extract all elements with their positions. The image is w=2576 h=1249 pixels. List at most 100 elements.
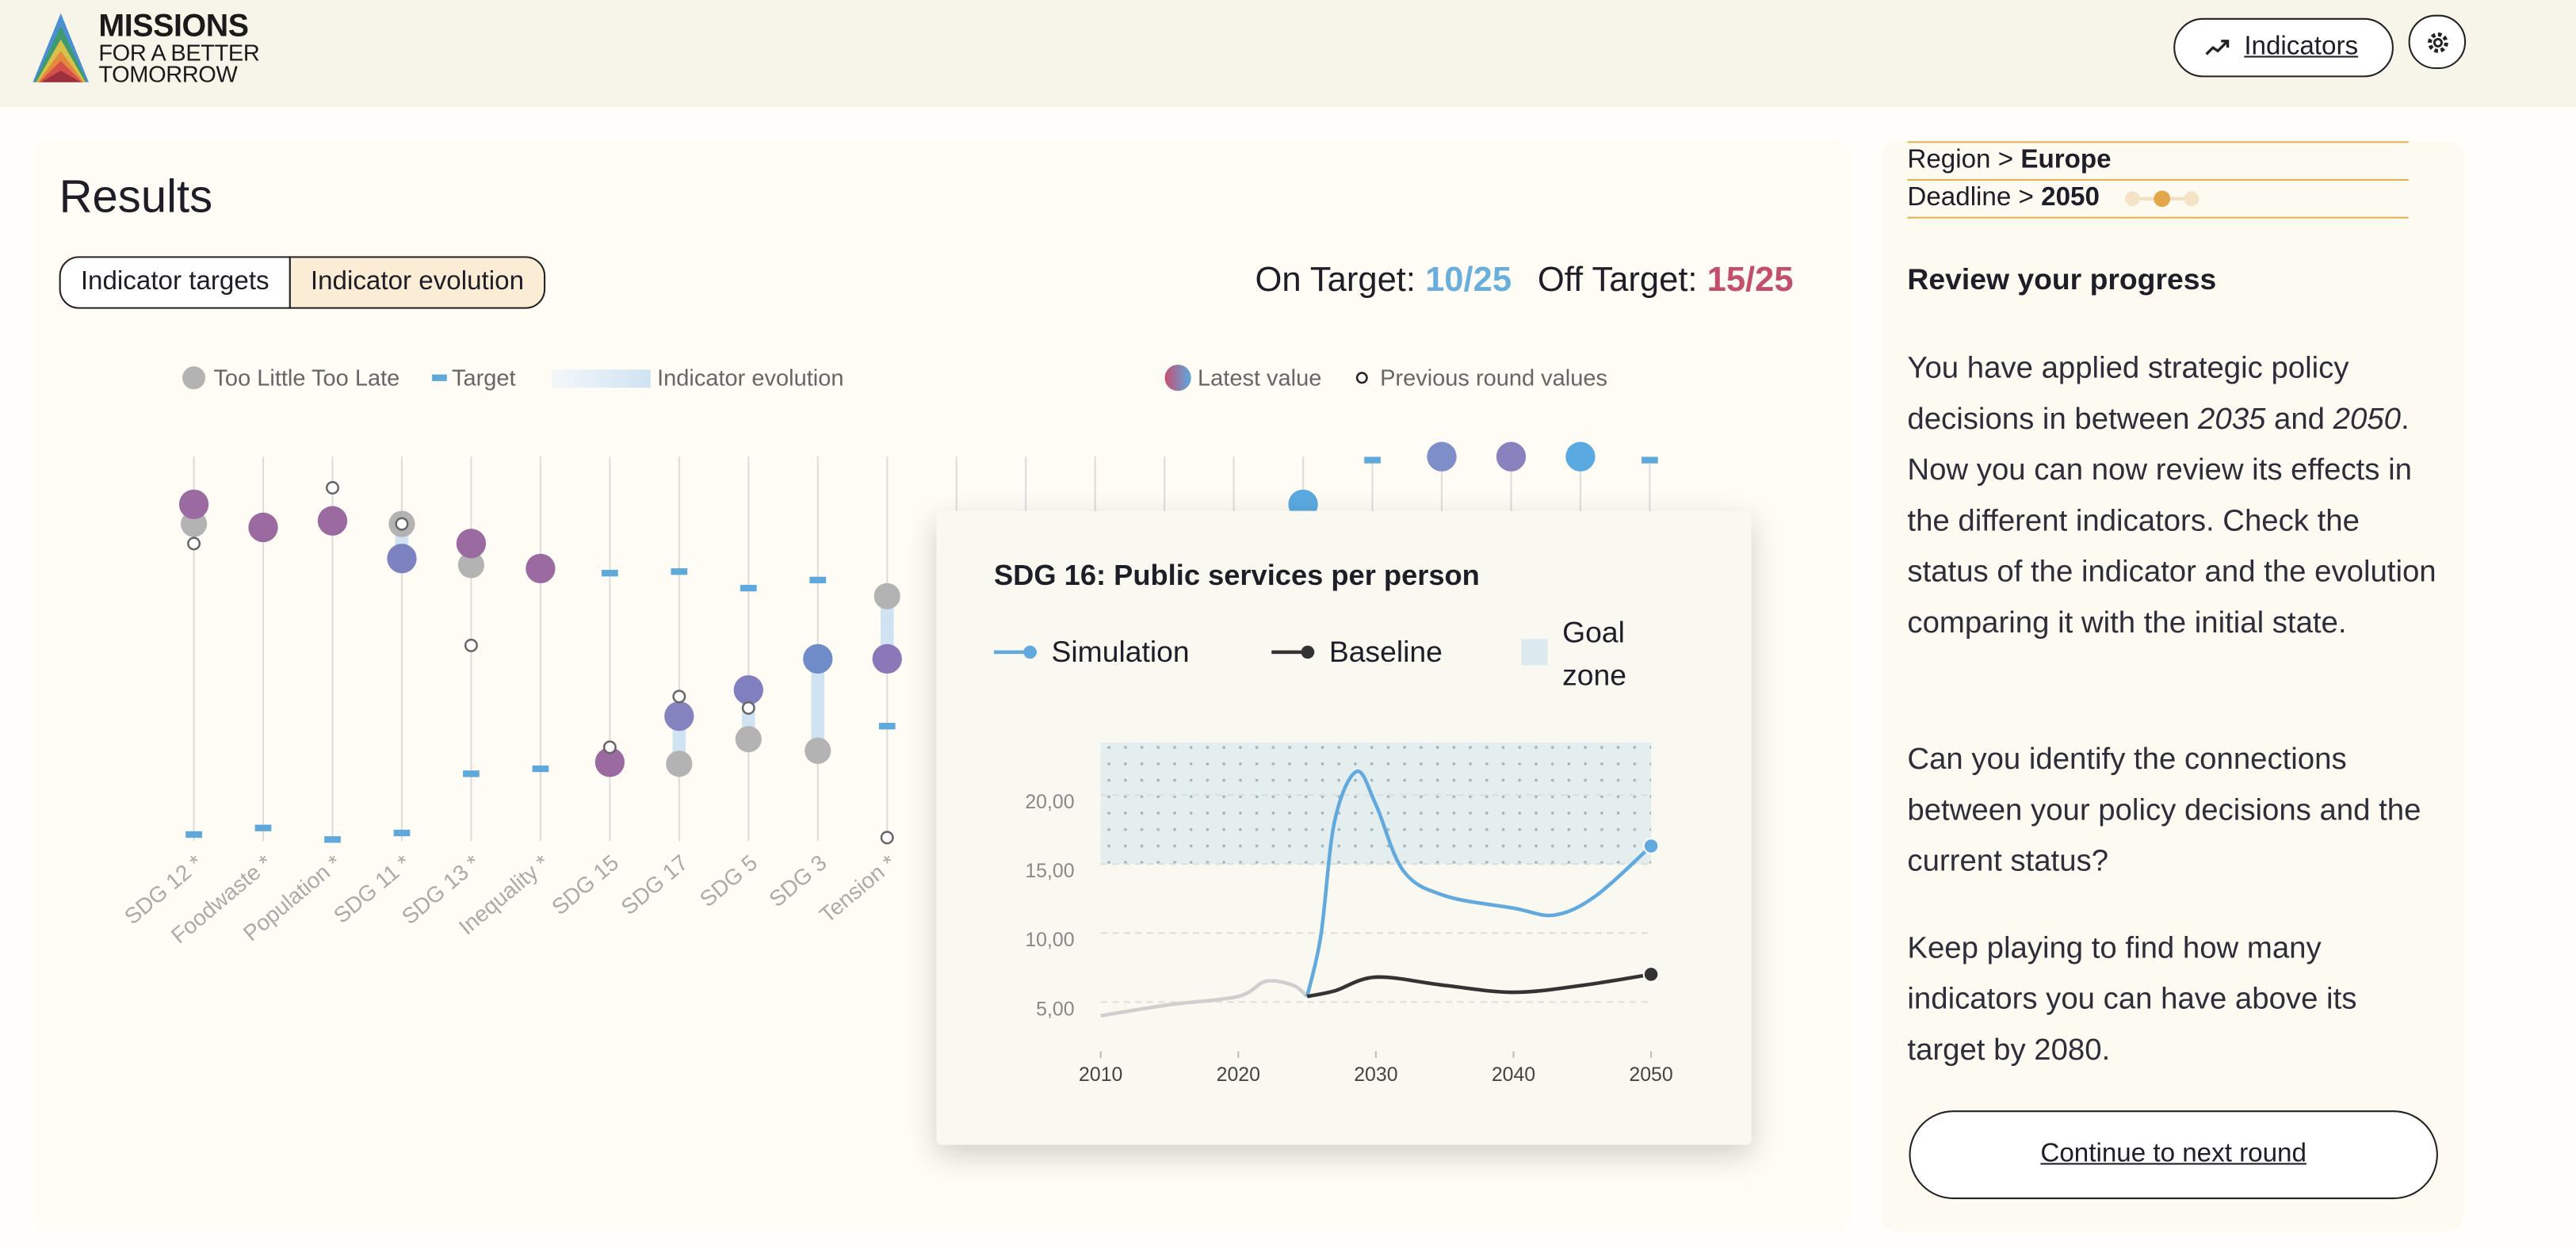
x-tick-label: 2030 — [1354, 1064, 1397, 1086]
previous-value — [395, 517, 409, 531]
settings-button[interactable] — [2408, 14, 2467, 70]
previous-value — [741, 701, 755, 715]
latest-value — [664, 701, 694, 731]
target — [1642, 456, 1658, 464]
brand-line: MISSIONS — [98, 10, 249, 44]
latest-value — [526, 553, 556, 584]
legend-swatch — [1521, 639, 1548, 666]
latest-value — [872, 644, 902, 674]
latest-value — [1496, 441, 1527, 472]
sidebar — [1881, 141, 2465, 1232]
target — [878, 723, 896, 730]
series-line — [1100, 979, 1309, 1018]
paragraph: You have applied strategic policy decisi… — [1907, 342, 2441, 647]
end-point — [1642, 838, 1660, 854]
x-tick-label: 2050 — [1629, 1064, 1672, 1086]
legend-label: Previous round values — [1380, 365, 1607, 391]
separator — [1907, 178, 2409, 181]
off-target-label: Off Target: — [1537, 261, 1698, 300]
x-tick-label: Tension * — [815, 850, 900, 928]
logo — [32, 13, 89, 82]
deadline-slider[interactable] — [2119, 187, 2205, 210]
series-line — [1306, 972, 1652, 999]
end-point — [1642, 966, 1660, 983]
y-tick-label: 20,00 — [1025, 791, 1074, 813]
legend-label: Target — [452, 365, 516, 391]
target — [1364, 456, 1381, 464]
target — [393, 829, 411, 837]
paragraph: Can you identify the connections between… — [1907, 740, 2421, 877]
legend-swatch — [1164, 365, 1191, 392]
results-title: Results — [59, 170, 213, 222]
text: and — [2265, 400, 2333, 436]
x-tick-label: SDG 15 — [547, 850, 623, 920]
on-target-label: On Target: — [1255, 261, 1416, 300]
y-tick-label: 10,00 — [1025, 929, 1074, 951]
text: 2050 — [2333, 400, 2401, 436]
indicators-button[interactable]: Indicators — [2173, 17, 2394, 78]
target — [532, 765, 549, 773]
target — [809, 576, 827, 584]
x-tick-label: 2040 — [1492, 1064, 1535, 1086]
legend-label: Latest value — [1198, 365, 1321, 391]
target — [463, 770, 480, 777]
y-tick-label: 5,00 — [1036, 998, 1074, 1020]
tooltip: SDG 16: Public services per person Goal … — [936, 510, 1752, 1145]
target-summary: On Target: 10/25 Off Target: 15/25 — [1256, 262, 1794, 301]
y-tick-label: 15,00 — [1025, 860, 1074, 882]
legend-swatch — [552, 369, 651, 388]
separator — [1907, 141, 2409, 143]
latest-value — [387, 544, 417, 574]
filter-label: Region > — [1907, 146, 2014, 174]
previous-value — [672, 689, 686, 704]
legend-swatch — [182, 366, 206, 390]
too-little-too-late — [457, 552, 485, 579]
text: . Now you can now review its effects in … — [1907, 400, 2436, 640]
legend-label: Goal zone — [1562, 616, 1627, 692]
x-tick-label: SDG 17 — [617, 850, 693, 920]
latest-value — [733, 674, 763, 705]
target — [324, 836, 341, 843]
legend-swatch — [1355, 372, 1368, 384]
tab-active[interactable]: Indicator evolution — [289, 256, 546, 309]
target — [254, 824, 272, 831]
x-tick-label: 2010 — [1079, 1064, 1122, 1086]
latest-value — [178, 489, 209, 520]
target — [602, 570, 618, 577]
latest-value — [317, 506, 348, 536]
filter-label: Deadline > — [1907, 184, 2034, 212]
continue-button[interactable]: Continue to next round — [1909, 1110, 2438, 1200]
latest-value — [248, 512, 278, 543]
button-label: Indicators — [2244, 32, 2359, 61]
target — [740, 584, 757, 592]
previous-value — [464, 638, 478, 652]
tab[interactable]: Indicator targets — [59, 256, 291, 309]
latest-value — [1427, 441, 1457, 472]
paragraph: Keep playing to find how many indicators… — [1907, 930, 2357, 1067]
latest-value — [803, 644, 833, 674]
series-line — [1305, 770, 1653, 997]
on-target-value: 10/25 — [1425, 261, 1512, 300]
previous-value — [187, 537, 201, 551]
previous-value — [880, 831, 894, 845]
legend-swatch — [432, 374, 447, 381]
sidebar-heading: Review your progress — [1907, 262, 2217, 296]
legend-swatch — [1301, 645, 1315, 659]
previous-value — [602, 740, 617, 754]
latest-value — [594, 747, 625, 777]
too-little-too-late — [735, 726, 762, 753]
evolution-bar — [811, 659, 825, 751]
brand-line: TOMORROW — [98, 60, 238, 87]
x-tick-label: SDG 5 — [695, 850, 762, 912]
filter: Deadline > 2050 — [1907, 184, 2100, 213]
too-little-too-late — [873, 582, 900, 609]
tooltip-title: SDG 16: Public services per person — [993, 558, 1480, 592]
legend-label: Indicator evolution — [657, 365, 843, 391]
filter-value: Europe — [2020, 146, 2112, 174]
trend-icon — [2205, 40, 2230, 55]
line-chart: 5,00 10,00 15,00 20,00 2010 2020 2030 2040 2050 S… — [993, 635, 1673, 1086]
gear-icon — [2428, 32, 2448, 53]
evolution-bar — [880, 596, 894, 659]
